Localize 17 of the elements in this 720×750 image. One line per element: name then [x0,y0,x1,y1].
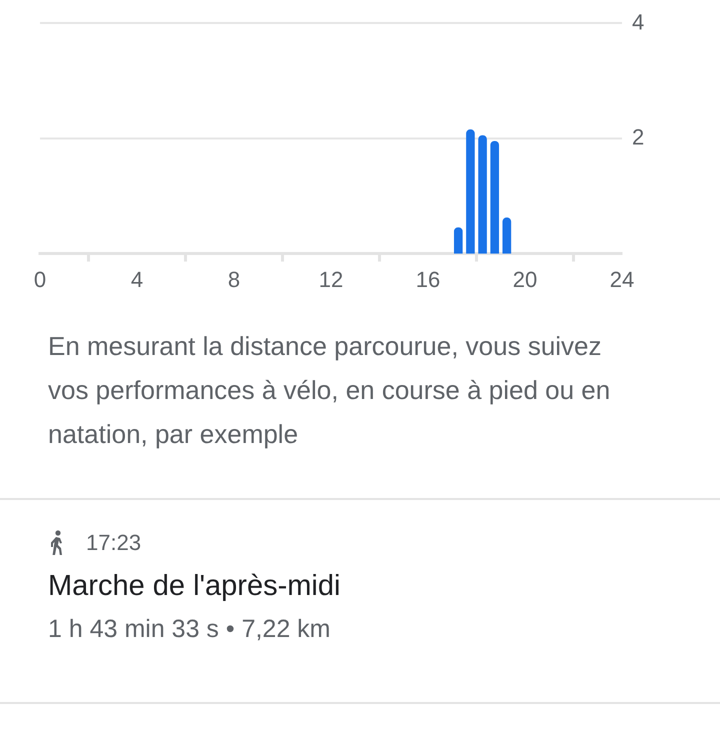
bar [466,129,475,254]
text: 1 h 43 min 33 s • 7,22 km [48,615,332,644]
bar [478,135,487,254]
y-tick-label: 2 [632,124,644,150]
x-tick-label: 20 [512,266,538,292]
x-tick-label: 24 [610,266,634,292]
text: 17:23 [86,530,142,556]
x-tick-label: 16 [416,266,440,292]
text: En mesurant la distance parcourue, vous suivez vos performances à vélo, en course à pied ou en natation, par exemple [48,330,612,451]
x-tick-label: 8 [228,266,240,292]
bar [490,140,500,254]
x-tick-label: 4 [130,266,144,292]
bar [454,227,463,254]
bar [502,218,512,254]
x-tick-label: 12 [318,266,344,292]
x-tick-label: 0 [34,266,46,292]
text: Marche de l'après-midi [48,570,342,603]
